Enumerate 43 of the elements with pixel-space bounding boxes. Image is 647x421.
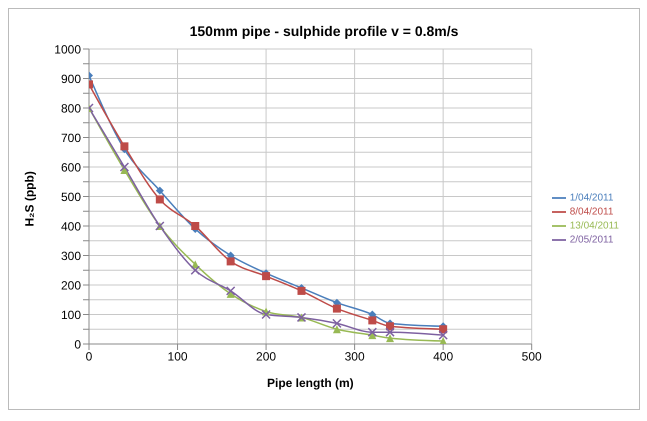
y-tick-label: 700 <box>60 130 82 145</box>
y-tick-label: 800 <box>60 101 82 116</box>
y-tick-label: 600 <box>60 160 82 174</box>
y-tick-label: 1000 <box>54 42 82 56</box>
x-tick-label: 300 <box>344 350 365 364</box>
point <box>332 304 341 313</box>
y-tick-label: 400 <box>60 219 82 234</box>
chart-title: 150mm pipe - sulphide profile v = 0.8m/s <box>188 22 460 39</box>
point <box>191 222 200 230</box>
x-tick-label: 400 <box>433 350 454 364</box>
point <box>226 257 235 266</box>
y-tick-label: 200 <box>60 278 82 292</box>
x-tick-label: 200 <box>256 350 276 364</box>
y-tick-label: 900 <box>60 72 82 86</box>
point <box>297 286 306 295</box>
y-tick-label: 300 <box>60 248 82 263</box>
legend-label: 2/05/2011 <box>570 234 614 246</box>
legend-label: 8/04/2011 <box>570 206 614 218</box>
legend-label: 1/04/2011 <box>570 192 614 204</box>
point <box>156 186 164 195</box>
point <box>120 142 128 150</box>
point <box>120 162 130 172</box>
point <box>385 327 395 337</box>
point <box>368 327 378 337</box>
legend-label: 13/04/2011 <box>570 220 619 232</box>
x-axis-title: Pipe length (m) <box>267 376 354 390</box>
point <box>438 330 448 340</box>
point <box>261 310 271 320</box>
point <box>386 334 394 342</box>
y-tick-label: 500 <box>60 190 82 204</box>
x-tick-label: 100 <box>168 350 188 364</box>
point <box>226 286 236 296</box>
point <box>332 325 341 334</box>
y-tick-label: 100 <box>60 308 82 322</box>
point <box>190 266 200 275</box>
point <box>156 195 164 204</box>
y-tick-label: 0 <box>74 337 82 352</box>
point <box>262 272 270 280</box>
x-tick-label: 0 <box>86 350 93 364</box>
y-axis-title: H₂S (ppb) <box>22 171 36 226</box>
x-tick-label: 500 <box>522 350 542 364</box>
point <box>368 316 376 324</box>
point <box>332 318 342 328</box>
